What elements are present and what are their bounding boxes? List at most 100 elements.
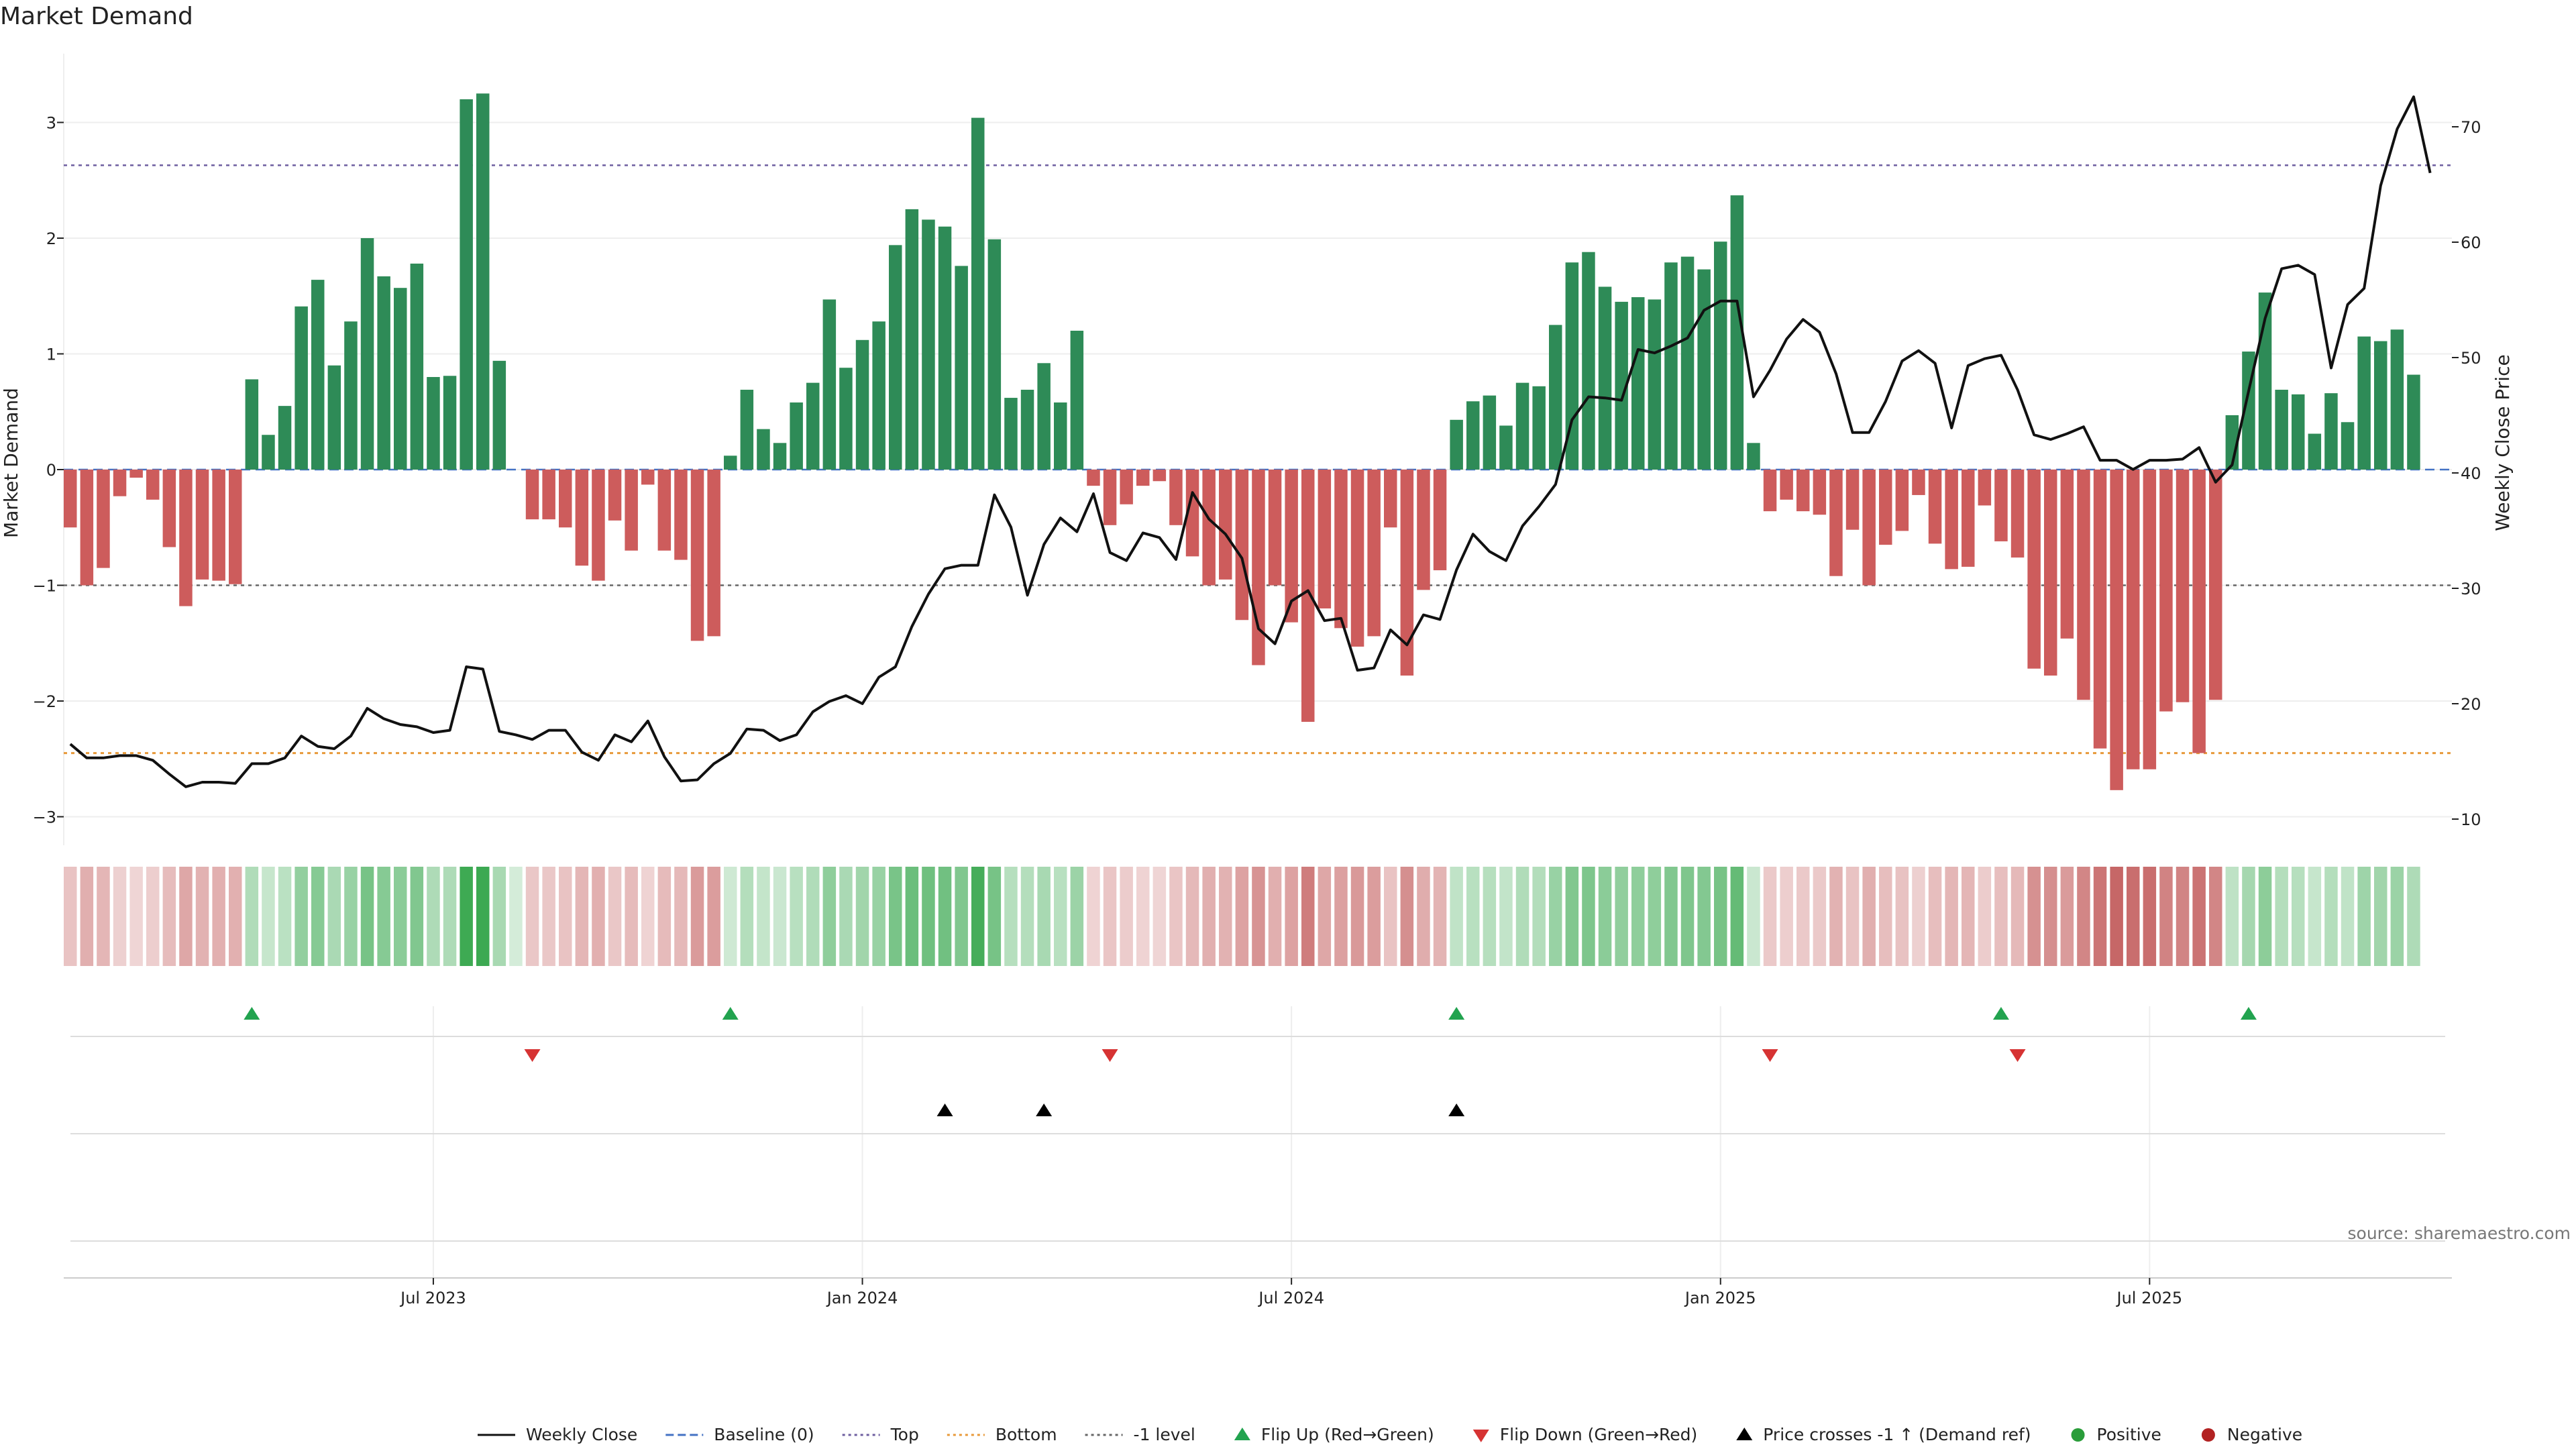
strip-cell	[592, 867, 605, 966]
demand-bar	[2407, 374, 2420, 470]
strip-cell	[2308, 867, 2322, 966]
strip-cell	[394, 867, 407, 966]
legend-label: Negative	[2227, 1425, 2302, 1444]
demand-bar	[64, 470, 77, 528]
strip-cell	[2225, 867, 2239, 966]
strip-cell	[229, 867, 242, 966]
y-axis-label: Market Demand	[0, 388, 22, 538]
strip-cell	[2044, 867, 2057, 966]
demand-bar	[2308, 433, 2322, 470]
strip-cell	[262, 867, 275, 966]
strip-cell	[1532, 867, 1546, 966]
legend-label: Weekly Close	[526, 1425, 637, 1444]
strip-cell	[146, 867, 160, 966]
strip-cell	[2275, 867, 2288, 966]
strip-cell	[1928, 867, 1942, 966]
flip-down-marker	[1102, 1049, 1118, 1062]
strip-cell	[1549, 867, 1562, 966]
strip-cell	[311, 867, 325, 966]
left-axis: −3 −2 −1 0 1 2 3 Market Demand	[0, 114, 64, 827]
demand-bar	[1318, 470, 1332, 608]
legend-label: -1 level	[1134, 1425, 1195, 1444]
demand-bar	[938, 226, 952, 470]
strip-cell	[707, 867, 720, 966]
demand-bar	[2077, 470, 2090, 700]
demand-bar	[1004, 398, 1018, 470]
demand-bar	[162, 470, 176, 547]
strip-cell	[1780, 867, 1793, 966]
demand-bar	[1268, 470, 1282, 586]
demand-bar	[2176, 470, 2190, 702]
demand-bar	[1945, 470, 1958, 570]
strip-cell	[212, 867, 225, 966]
demand-bar	[608, 470, 622, 521]
strip-cell	[1152, 867, 1167, 966]
strip-cell	[1845, 867, 1860, 966]
demand-bar	[757, 429, 770, 470]
strip-cell	[1747, 867, 1760, 966]
x-tick-label: Jan 2024	[826, 1289, 898, 1307]
strip-cell	[2209, 867, 2222, 966]
legend-swatch	[1736, 1428, 1753, 1440]
demand-bar	[674, 470, 688, 560]
legend-item: -1 level	[1085, 1425, 1195, 1444]
strip-cell	[1829, 867, 1843, 966]
strip-cell	[872, 867, 885, 966]
demand-bar	[625, 470, 638, 551]
demand-bar	[80, 470, 94, 586]
strip-cell	[855, 867, 869, 966]
strip-cell	[839, 867, 853, 966]
demand-bar	[1664, 262, 1678, 470]
strip-cell	[2407, 867, 2420, 966]
strip-cell	[1433, 867, 1447, 966]
strip-cell	[327, 867, 341, 966]
demand-bar	[690, 470, 704, 641]
demand-bar	[2209, 470, 2222, 700]
strip-cell	[427, 867, 440, 966]
strip-cell	[97, 867, 110, 966]
strip-cell	[1070, 867, 1084, 966]
demand-bar	[1152, 470, 1167, 482]
strip-cell	[195, 867, 209, 966]
demand-bar	[1697, 269, 1711, 470]
demand-bar	[2192, 470, 2206, 753]
demand-bar	[1433, 470, 1447, 571]
demand-bar	[1680, 256, 1695, 470]
strip-cell	[757, 867, 770, 966]
demand-bar	[1185, 470, 1199, 557]
strip-cell	[1334, 867, 1348, 966]
demand-bar	[460, 99, 473, 470]
strip-cell	[1664, 867, 1678, 966]
legend-swatch	[2071, 1428, 2085, 1442]
strip-cell	[806, 867, 820, 966]
demand-bar	[294, 306, 308, 470]
strip-cell	[674, 867, 688, 966]
strip-cell	[113, 867, 127, 966]
demand-intensity-strip	[64, 867, 2420, 966]
demand-bar	[1714, 241, 1727, 470]
demand-bar	[1796, 470, 1810, 512]
strip-cell	[1615, 867, 1628, 966]
strip-cell	[955, 867, 968, 966]
demand-bar	[1037, 363, 1051, 470]
demand-bar	[1565, 262, 1579, 470]
demand-bar	[2143, 470, 2157, 769]
strip-cell	[1400, 867, 1414, 966]
strip-cell	[80, 867, 94, 966]
strip-cell	[889, 867, 902, 966]
y2-tick-label: 30	[2461, 580, 2481, 598]
demand-bar	[195, 470, 209, 580]
demand-bar	[1219, 470, 1232, 580]
demand-bar	[2292, 394, 2305, 470]
demand-bar	[1845, 470, 1860, 530]
demand-bar	[2324, 393, 2338, 470]
demand-bar	[212, 470, 225, 581]
strip-cell	[1185, 867, 1199, 966]
legend-label: Price crosses -1 ↑ (Demand ref)	[1763, 1425, 2031, 1444]
strip-cell	[410, 867, 424, 966]
demand-bar	[525, 470, 539, 520]
demand-bar	[2027, 470, 2041, 669]
strip-cell	[1978, 867, 1992, 966]
demand-bars	[64, 93, 2420, 790]
legend-item: Flip Up (Red→Green)	[1234, 1425, 1434, 1444]
